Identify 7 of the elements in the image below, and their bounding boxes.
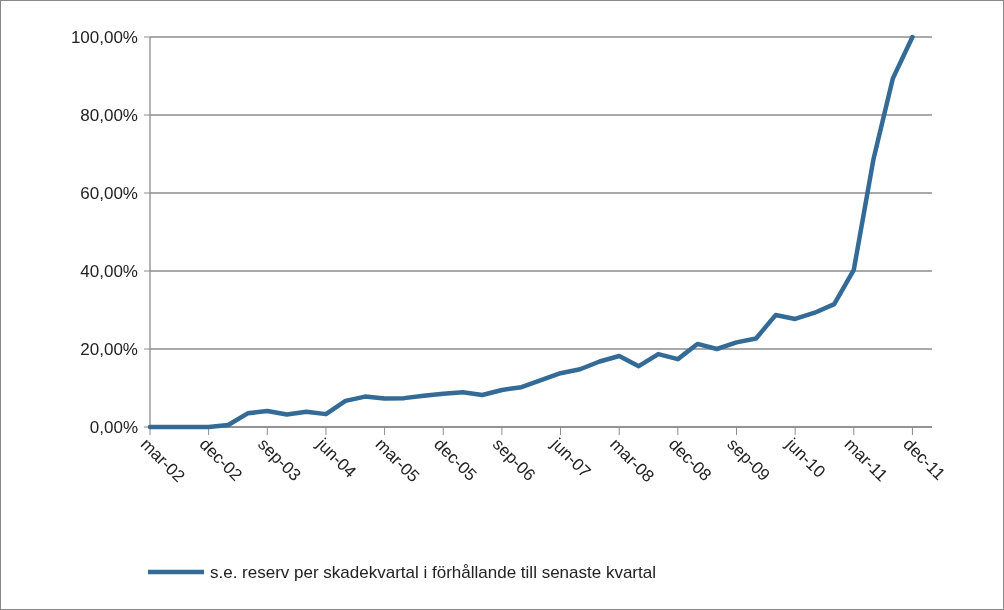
y-tick-label: 60,00% [80,183,138,203]
y-tick-label: 20,00% [80,339,138,359]
y-tick-label: 100,00% [70,27,138,47]
legend-label: s.e. reserv per skadekvartal i förhållande till senaste kvartal [210,562,656,582]
y-tick-label: 80,00% [80,105,138,125]
y-tick-label: 0,00% [89,417,138,437]
y-tick-label: 40,00% [80,261,138,281]
